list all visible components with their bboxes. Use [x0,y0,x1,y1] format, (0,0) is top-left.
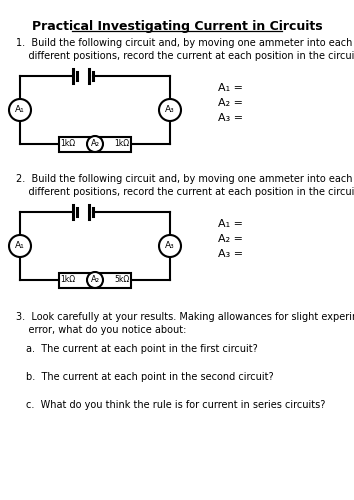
Text: A₂: A₂ [91,140,99,148]
Bar [59,272,131,287]
Text: A₁: A₁ [15,106,25,114]
Circle shape [9,235,31,257]
Text: 1kΩ: 1kΩ [61,140,75,148]
Text: A₁: A₁ [15,242,25,250]
Text: 2.  Build the following circuit and, by moving one ammeter into each of the
    : 2. Build the following circuit and, by m… [16,174,354,197]
Text: 1kΩ: 1kΩ [114,140,130,148]
Text: 5kΩ: 5kΩ [114,276,130,284]
Text: A₃ =: A₃ = [218,113,243,123]
Circle shape [9,99,31,121]
Circle shape [159,235,181,257]
Text: a.  The current at each point in the first circuit?: a. The current at each point in the firs… [26,344,258,354]
Text: Practical Investigating Current in Circuits: Practical Investigating Current in Circu… [32,20,322,33]
Text: A₃: A₃ [165,242,175,250]
Circle shape [87,272,103,288]
Text: 1kΩ: 1kΩ [61,276,75,284]
Text: A₁ =: A₁ = [218,219,243,229]
Text: b.  The current at each point in the second circuit?: b. The current at each point in the seco… [26,372,274,382]
Text: A₂ =: A₂ = [218,234,243,244]
Text: A₂ =: A₂ = [218,98,243,108]
Text: A₂: A₂ [91,276,99,284]
Circle shape [87,136,103,152]
Text: A₃ =: A₃ = [218,249,243,259]
Text: c.  What do you think the rule is for current in series circuits?: c. What do you think the rule is for cur… [26,400,325,410]
Circle shape [159,99,181,121]
Text: A₁ =: A₁ = [218,83,243,93]
Bar [59,136,131,152]
Text: A₃: A₃ [165,106,175,114]
Text: 3.  Look carefully at your results. Making allowances for slight experimental
  : 3. Look carefully at your results. Makin… [16,312,354,335]
Text: 1.  Build the following circuit and, by moving one ammeter into each of the
    : 1. Build the following circuit and, by m… [16,38,354,61]
